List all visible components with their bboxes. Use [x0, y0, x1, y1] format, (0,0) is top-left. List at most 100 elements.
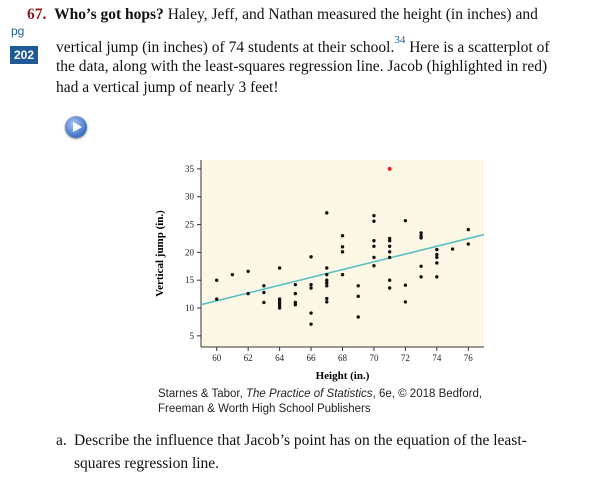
data-point	[325, 272, 329, 277]
data-point	[215, 297, 219, 301]
data-point	[435, 261, 439, 265]
data-point	[309, 255, 313, 259]
data-point	[372, 219, 376, 223]
x-tick-label: 72	[401, 353, 410, 363]
data-point	[325, 278, 329, 282]
page-label: pg	[11, 24, 25, 38]
x-tick-label: 62	[244, 353, 253, 363]
y-tick-label: 35	[185, 164, 195, 174]
data-point	[466, 242, 470, 246]
data-point	[246, 291, 250, 296]
data-point	[419, 236, 423, 240]
data-point	[387, 278, 392, 282]
x-axis-label: Height (in.)	[316, 370, 370, 382]
data-point	[435, 247, 439, 252]
figure-caption: Starnes & Tabor, The Practice of Statist…	[158, 387, 482, 417]
problem-text: vertical jump (in inches) of 74 students…	[56, 39, 395, 57]
x-tick-label: 74	[432, 353, 442, 363]
data-point	[325, 211, 329, 215]
problem-line-4: had a vertical jump of nearly 3 feet!	[56, 79, 279, 96]
data-point	[215, 278, 219, 282]
problem-text: Here is a scatterplot of	[405, 39, 550, 57]
data-point	[246, 269, 250, 274]
data-point	[419, 231, 423, 235]
problem-number: 67.	[27, 6, 47, 23]
x-tick-label: 68	[338, 353, 348, 363]
data-point	[262, 284, 266, 288]
data-point	[435, 252, 439, 257]
y-tick-label: 30	[185, 192, 195, 202]
data-point	[372, 244, 376, 248]
problem-line-2: vertical jump (in inches) of 74 students…	[56, 34, 550, 57]
data-point	[293, 291, 298, 296]
page-number-badge[interactable]: 202	[10, 46, 38, 64]
data-point	[435, 275, 439, 279]
highlighted-point-jacob	[387, 166, 392, 171]
data-point	[309, 311, 313, 315]
x-tick-label: 66	[307, 353, 317, 363]
data-point	[450, 247, 455, 251]
data-point	[419, 275, 423, 279]
data-point	[387, 255, 392, 260]
data-point	[277, 266, 282, 270]
caption-book-title: The Practice of Statistics	[246, 388, 373, 400]
data-point	[466, 227, 470, 232]
data-point	[340, 272, 345, 277]
data-point	[356, 284, 360, 288]
x-tick-label: 70	[369, 353, 379, 363]
caption-text: Freeman & Worth High School Publishers	[158, 403, 371, 415]
data-point	[340, 250, 345, 254]
x-tick-label: 60	[212, 353, 222, 363]
data-point	[262, 300, 266, 305]
data-point	[387, 244, 392, 248]
part-a-line-1: Describe the influence that Jacob’s poin…	[74, 432, 527, 449]
data-point	[230, 272, 235, 277]
data-point	[262, 290, 266, 295]
data-point	[356, 315, 360, 319]
part-a-label: a.	[56, 432, 67, 449]
data-point	[419, 264, 423, 269]
problem-text: Haley, Jeff, and Nathan measured the hei…	[163, 6, 538, 23]
data-point	[325, 296, 329, 301]
data-point	[403, 283, 408, 287]
data-point	[293, 303, 298, 307]
data-point	[387, 238, 392, 243]
problem-title: Who’s got hops?	[54, 6, 164, 23]
data-point	[403, 300, 408, 304]
data-point	[387, 286, 392, 290]
data-point	[340, 245, 345, 249]
data-point	[435, 255, 439, 260]
caption-text: , 6e, © 2018 Bedford,	[372, 388, 483, 400]
y-tick-label: 20	[185, 247, 195, 257]
data-point	[372, 264, 376, 268]
data-point	[372, 213, 376, 218]
y-tick-label: 5	[190, 331, 195, 341]
data-point	[372, 255, 376, 260]
data-point	[340, 233, 345, 238]
footnote-link[interactable]: 34	[394, 34, 406, 46]
data-point	[277, 306, 282, 310]
data-point	[309, 322, 313, 326]
problem-line-1: 67. Who’s got hops? Haley, Jeff, and Nat…	[27, 6, 538, 24]
x-tick-label: 76	[464, 353, 474, 363]
data-point	[325, 300, 329, 304]
caption-text: Starnes & Tabor,	[158, 388, 247, 400]
data-point	[387, 250, 392, 254]
data-point	[403, 218, 408, 223]
y-axis-label: Vertical jump (in.)	[154, 210, 166, 297]
data-point	[372, 238, 376, 243]
y-tick-label: 10	[185, 303, 195, 313]
data-point	[293, 282, 298, 287]
y-tick-label: 25	[185, 220, 195, 230]
part-a-line-2: squares regression line.	[74, 455, 220, 472]
play-button-icon[interactable]	[65, 116, 87, 138]
problem-line-3: the data, along with the least-squares r…	[56, 58, 548, 75]
data-point	[325, 284, 329, 288]
data-point	[309, 282, 313, 287]
data-point	[356, 294, 360, 299]
y-tick-label: 15	[185, 275, 195, 285]
data-point	[325, 266, 329, 270]
data-point	[309, 286, 313, 290]
x-tick-label: 64	[275, 353, 285, 363]
